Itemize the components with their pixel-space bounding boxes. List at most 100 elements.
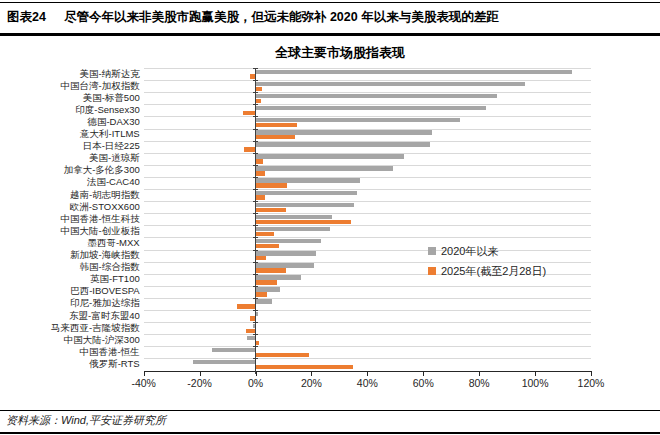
y-axis-category-label: 中国大陆-沪深300: [64, 334, 140, 346]
bar-2025-4: [256, 123, 297, 128]
chart-legend: 2020年以来 2025年(截至2月28日): [428, 241, 546, 281]
x-axis-tick-label: -20%: [175, 377, 225, 389]
x-axis-tickmark: [200, 372, 201, 376]
bar-2020-1: [256, 82, 524, 87]
bar-2020-6: [256, 142, 429, 147]
x-axis-tickmark: [591, 372, 592, 376]
y-axis-category-label: 英国-FT100: [90, 273, 140, 285]
y-axis-category-label: 美国-纳斯达克: [80, 68, 140, 80]
y-axis-category-label: 越南-胡志明指数: [70, 189, 140, 201]
legend-swatch-gray: [428, 247, 436, 255]
x-axis-tickmark: [367, 372, 368, 376]
bar-2025-9: [256, 183, 287, 188]
bar-2020-8: [256, 166, 393, 171]
gridline: [144, 225, 591, 226]
bar-2025-3: [243, 111, 256, 116]
x-axis-tickmark: [256, 372, 257, 376]
x-axis-tickmark: [144, 372, 145, 376]
y-axis-category-label: 印尼-雅加达综指: [70, 297, 140, 309]
bar-2025-8: [256, 171, 264, 176]
bar-2020-17: [256, 275, 301, 280]
y-axis-category-label: 中国台湾-加权指数: [61, 80, 140, 92]
x-axis-tick-label: 60%: [398, 377, 448, 389]
gridline: [144, 201, 591, 202]
legend-swatch-orange: [428, 267, 436, 275]
y-axis-category-label: 墨西哥-MXX: [87, 237, 139, 249]
x-axis-tick-label: 40%: [342, 377, 392, 389]
footer-top-line: [0, 410, 660, 411]
chart-plot-area: [144, 68, 591, 371]
y-axis-category-label: 东盟-富时东盟40: [69, 310, 140, 322]
bar-2020-7: [256, 154, 404, 159]
x-axis-tickmark: [535, 372, 536, 376]
bar-2020-9: [256, 178, 359, 183]
gridline: [144, 334, 591, 335]
bar-2020-5: [256, 130, 432, 135]
gridline: [144, 322, 591, 323]
y-axis-category-label: 加拿大-多伦多300: [64, 164, 140, 176]
report-chart-page: 图表24 尽管今年以来非美股市跑赢美股，但远未能弥补 2020 年以来与美股表现的…: [0, 0, 660, 435]
bar-2020-16: [256, 263, 313, 268]
y-axis-category-label: 中国香港-恒生科技: [61, 213, 140, 225]
bar-2020-2: [256, 94, 496, 99]
x-axis-tickmark: [423, 372, 424, 376]
x-axis-tick-label: 100%: [510, 377, 560, 389]
bar-2025-14: [256, 244, 278, 249]
bar-2020-23: [212, 348, 255, 353]
bar-2020-0: [256, 70, 572, 75]
bar-2025-15: [256, 256, 266, 261]
y-axis-category-label: 美国-标普500: [83, 92, 140, 104]
bar-2025-2: [256, 99, 260, 104]
x-axis-tick-label: 20%: [286, 377, 336, 389]
bar-2020-3: [256, 106, 485, 111]
y-axis-category-label: 韩国-综合指数: [80, 261, 140, 273]
x-axis-tick-label: -40%: [119, 377, 169, 389]
bar-2020-11: [256, 203, 354, 208]
bar-2020-10: [256, 191, 357, 196]
bar-2025-1: [256, 87, 262, 92]
bar-2025-13: [256, 232, 274, 237]
x-axis-tick-label: 0%: [231, 377, 281, 389]
bottom-border-line: [0, 432, 660, 434]
x-axis-tick-label: 80%: [454, 377, 504, 389]
bar-2020-19: [256, 299, 271, 304]
gridline: [144, 298, 591, 299]
gridline: [144, 286, 591, 287]
y-axis-category-label: 中国香港-恒生: [80, 346, 140, 358]
y-axis-category-label: 德国-DAX30: [87, 116, 139, 128]
figure-header: 图表24 尽管今年以来非美股市跑赢美股，但远未能弥补 2020 年以来与美股表现的…: [7, 9, 655, 26]
figure-title: 尽管今年以来非美股市跑赢美股，但远未能弥补 2020 年以来与美股表现的差距: [64, 10, 499, 24]
bar-2025-17: [256, 280, 277, 285]
gridline: [144, 177, 591, 178]
figure-number: 图表24: [7, 10, 46, 24]
legend-entry-2020: 2020年以来: [428, 241, 546, 261]
bar-2025-10: [256, 195, 264, 200]
y-axis-category-label: 美国-道琼斯: [89, 152, 140, 164]
legend-label-2025: 2025年(截至2月28日): [441, 264, 546, 279]
legend-entry-2025: 2025年(截至2月28日): [428, 261, 546, 281]
zero-axis-line: [255, 68, 256, 374]
bar-2020-18: [256, 287, 280, 292]
gridline: [144, 310, 591, 311]
y-axis-category-label: 印度-Sensex30: [75, 104, 139, 116]
legend-label-2020: 2020年以来: [441, 244, 498, 259]
chart-title: 全球主要市场股指表现: [100, 44, 580, 62]
bar-2025-7: [256, 159, 263, 164]
gridline: [144, 189, 591, 190]
gridline: [144, 213, 591, 214]
header-divider-line: [0, 33, 660, 36]
bar-2025-12: [256, 220, 351, 225]
bar-2020-15: [256, 251, 316, 256]
bar-2025-24: [256, 365, 352, 370]
bar-2020-12: [256, 215, 331, 220]
y-axis-category-label: 日本-日经225: [83, 140, 140, 152]
y-axis-category-label: 巴西-IBOVESPA: [70, 285, 140, 297]
bar-2025-19: [237, 304, 255, 309]
bar-2025-18: [256, 292, 267, 297]
bar-2025-11: [256, 208, 285, 213]
bar-2025-23: [256, 353, 309, 358]
gridline: [144, 346, 591, 347]
y-axis-category-label: 马来西亚-吉隆坡指数: [51, 322, 140, 334]
top-border-line: [0, 2, 660, 3]
x-axis-tickmark: [311, 372, 312, 376]
